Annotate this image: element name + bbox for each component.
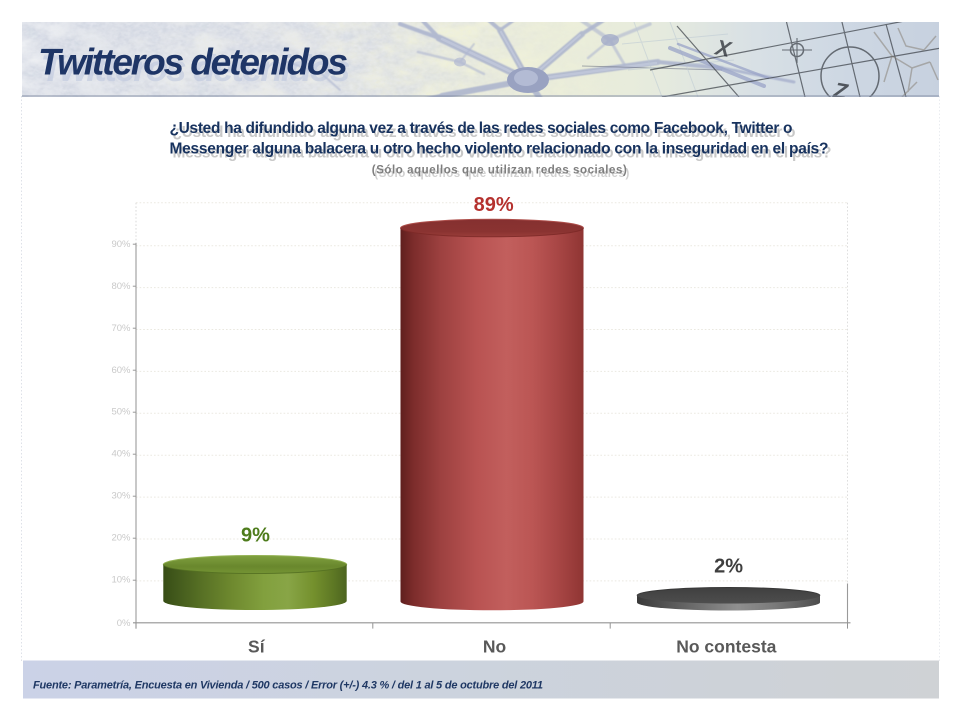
svg-text:80%: 80% (111, 281, 131, 292)
svg-text:20%: 20% (111, 532, 131, 543)
svg-text:70%: 70% (111, 323, 131, 334)
svg-text:90%: 90% (111, 239, 131, 250)
svg-text:2%: 2% (714, 556, 743, 578)
svg-text:9%: 9% (241, 525, 270, 547)
svg-text:0%: 0% (117, 618, 131, 629)
svg-text:X: X (712, 34, 735, 62)
svg-text:¿Usted ha difundido alguna vez: ¿Usted ha difundido alguna vez a través … (170, 120, 793, 137)
svg-text:40%: 40% (111, 449, 131, 460)
svg-text:Sí: Sí (248, 637, 266, 657)
svg-text:50%: 50% (111, 407, 131, 418)
svg-text:Messenger alguna balacera u ot: Messenger alguna balacera u otro hecho v… (170, 140, 829, 157)
svg-text:Twitteros detenidos: Twitteros detenidos (38, 42, 348, 83)
svg-text:Twitteros detenidos: Twitteros detenidos (41, 48, 351, 89)
svg-text:Z: Z (831, 77, 851, 104)
svg-text:¿Usted ha difundido alguna vez: ¿Usted ha difundido alguna vez a través … (173, 124, 796, 141)
svg-text:No: No (483, 637, 506, 657)
svg-text:Fuente: Parametría, Encuesta e: Fuente: Parametría, Encuesta en Vivienda… (33, 680, 543, 692)
svg-text:(Sólo aquellos que utilizan re: (Sólo aquellos que utilizan redes social… (372, 165, 627, 177)
svg-text:60%: 60% (111, 365, 131, 376)
svg-text:Messenger alguna balacera u ot: Messenger alguna balacera u otro hecho v… (173, 144, 832, 161)
svg-text:No contesta: No contesta (676, 637, 776, 657)
svg-text:30%: 30% (111, 491, 131, 502)
svg-text:(Sólo aquellos que utilizan re: (Sólo aquellos que utilizan redes social… (374, 168, 629, 180)
svg-text:89%: 89% (474, 194, 514, 216)
svg-text:10%: 10% (111, 574, 131, 585)
